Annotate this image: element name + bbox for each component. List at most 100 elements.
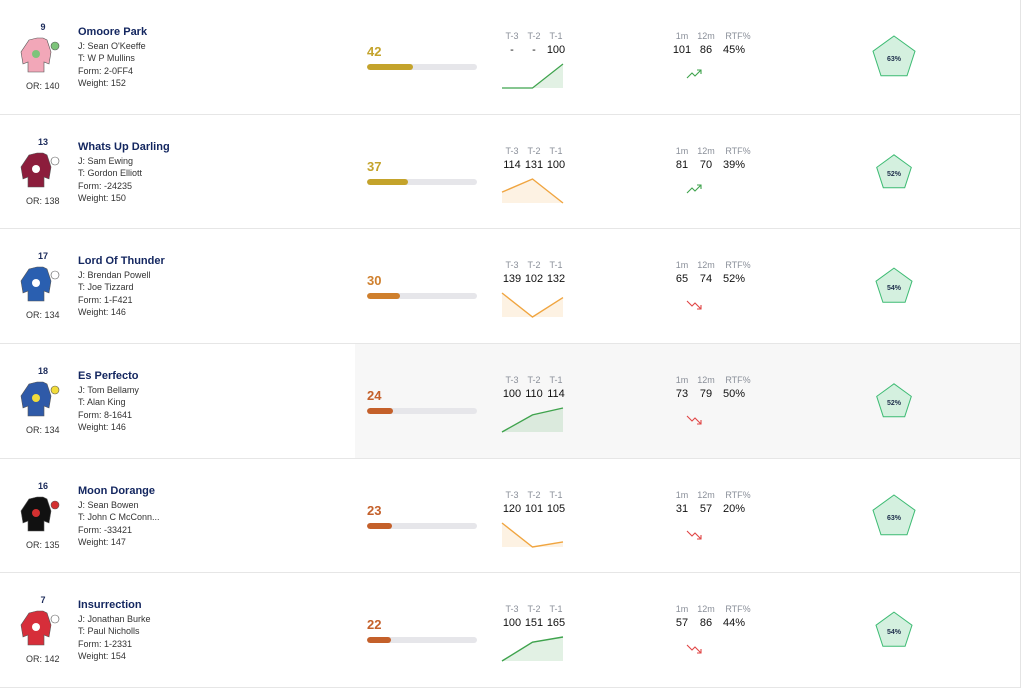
rating-shape [875,267,913,304]
trend-arrow-path [686,184,702,194]
trend-arrow [686,184,702,194]
trend-arrow [686,300,702,310]
form-12m: 70 [699,158,713,171]
rating-shape [875,611,913,648]
trend-arrow-path [686,644,702,654]
silks-cap [50,385,60,395]
row-highlight [355,344,1020,458]
sparkline-line [501,407,564,433]
recent-rating: - [532,44,536,56]
rtf: 44% [722,617,746,630]
horse-name: Whats Up Darling [78,140,170,153]
saddle-cloth: 9 [40,22,46,32]
silks [20,381,60,417]
score-bar [367,64,414,70]
form: Form: 1-2331 [78,639,133,650]
column-header: T-1 [549,31,563,41]
column-header: T-1 [549,145,563,156]
sparkline [501,636,564,662]
official-rating: OR: 140 [26,81,60,91]
official-rating: OR: 142 [26,654,60,665]
column-header: T-3 [505,604,519,615]
jockey: J: Sean Bowen [78,499,139,510]
silks-emblem [32,164,40,173]
sparkline-line [501,177,564,204]
jockey: J: Sam Ewing [78,155,134,166]
form: Form: 8-1641 [78,410,133,420]
column-header: 12m [697,31,715,41]
trend-arrow-path [686,530,702,540]
runner-row[interactable]: 7 OR: 142 Insurrection J: Jonathan Burke T: … [0,573,1020,688]
score-bar [367,408,394,414]
weight: Weight: 146 [78,307,126,318]
recent-rating: - [510,44,514,56]
column-header: T-1 [549,604,563,615]
trend-arrow-path [686,69,702,79]
sparkline-line [501,522,564,548]
sparkline-line [501,292,564,319]
rating-pentagon: 63% [872,35,916,77]
rating-label: 52% [887,400,902,407]
silks [20,37,60,73]
silks-cap [50,500,60,509]
score-track [367,293,477,300]
silks-cap [50,271,60,280]
runner-row[interactable]: 13 OR: 138 Whats Up Darling J: Sam Ewing T: … [0,115,1020,230]
silks-emblem [32,508,40,517]
runner-row[interactable]: 18 OR: 134 Es Perfecto J: Tom Bellamy T: Ala… [0,344,1020,459]
column-header: T-2 [527,375,541,385]
column-header: 1m [675,375,689,385]
form-1m: 65 [675,273,689,286]
rating-shape [876,153,912,188]
silks-emblem [32,279,40,288]
recent-rating: 100 [502,617,522,630]
column-header: RTF% [725,260,751,271]
saddle-cloth: 7 [40,595,46,606]
runner-row[interactable]: 9 OR: 140 Omoore Park J: Sean O'Keeffe T: W … [0,0,1020,115]
column-header: T-3 [505,31,519,41]
score-bar [367,293,400,300]
score-bar [367,637,392,644]
silks-emblem [32,623,40,632]
column-header: T-1 [549,489,563,500]
rtf: 20% [722,502,746,515]
official-rating: OR: 135 [26,539,60,550]
form: Form: 1-F421 [78,295,133,306]
trend-arrow [686,415,702,425]
score: 24 [367,388,382,403]
score-bar [367,178,408,185]
trend-arrow-path [686,300,702,310]
weight: Weight: 152 [78,78,126,88]
runner-row[interactable]: 16 OR: 135 Moon Dorange J: Sean Bowen T: Joh… [0,459,1020,574]
horse-name: Moon Dorange [78,484,155,497]
rtf: 52% [722,273,746,286]
column-header: RTF% [725,375,751,385]
rtf: 45% [722,44,746,56]
recent-rating: 139 [502,273,522,286]
weight: Weight: 147 [78,536,126,547]
jockey: J: Brendan Powell [78,270,151,281]
runner-row[interactable]: 17 OR: 134 Lord Of Thunder J: Brendan Powel… [0,229,1020,344]
sparkline-line [501,636,564,662]
recent-rating: 110 [525,388,543,400]
form: Form: 2-0FF4 [78,66,134,76]
column-header: T-3 [505,260,519,271]
form-12m: 57 [699,502,713,515]
score: 22 [367,617,382,633]
sparkline-area [502,408,563,432]
score-track [367,408,477,414]
weight: Weight: 146 [78,422,126,432]
recent-rating: 102 [524,273,544,286]
horse-name: Omoore Park [78,26,148,38]
column-header: T-2 [527,31,541,41]
sparkline-area [502,522,563,547]
saddle-cloth: 18 [37,366,48,376]
sparkline [502,63,564,89]
score: 23 [367,502,382,518]
column-header: 1m [675,604,689,615]
rating-label: 63% [887,515,902,522]
sparkline-area [502,64,563,88]
form: Form: -24235 [78,180,133,191]
trend-arrow [686,69,702,79]
form-12m: 79 [699,388,713,400]
